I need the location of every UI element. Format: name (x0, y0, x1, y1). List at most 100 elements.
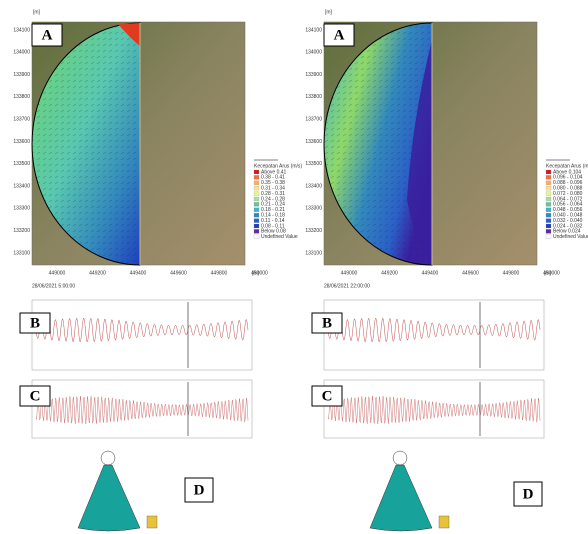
legend-label: Below 0.08 (261, 229, 286, 235)
legend-swatch (253, 191, 260, 196)
y-tick-label: 133700 (305, 117, 322, 123)
legend-label: 0.11 - 0.14 (261, 218, 285, 224)
x-tick-label: 449600 (170, 270, 187, 276)
legend-swatch (545, 169, 552, 175)
y-tick-label: 133800 (13, 94, 30, 100)
panel-label: D (194, 482, 205, 498)
legend-label: 0.21 - 0.24 (261, 202, 285, 208)
legend-swatch (253, 218, 260, 223)
x-tick-label: 449600 (462, 270, 479, 276)
legend-swatch (253, 234, 260, 239)
y-unit: [m] (33, 9, 41, 15)
legend-label: 0.056 - 0.064 (553, 202, 583, 208)
x-tick-label: 450000 (251, 270, 268, 276)
x-tick-label: 449000 (341, 270, 358, 276)
y-tick-label: 133400 (305, 183, 322, 189)
legend-label: 0.072 - 0.080 (553, 191, 583, 197)
label-box (323, 23, 355, 47)
legend-swatch (545, 213, 552, 218)
legend-swatch (545, 202, 552, 207)
x-unit: [m] (544, 270, 552, 276)
y-tick-label: 133400 (13, 183, 30, 189)
legend-swatch (545, 207, 552, 212)
panel-label: A (334, 27, 345, 43)
series-frame (323, 379, 545, 439)
y-tick-label: 133700 (13, 117, 30, 123)
legend-label: 0.064 - 0.072 (553, 196, 583, 202)
legend-label: 0.048 - 0.056 (553, 207, 583, 213)
legend-title: Kecepatan Arus (m/s) (546, 163, 588, 169)
label-box (513, 481, 543, 507)
y-unit: [m] (325, 9, 333, 15)
x-tick-label: 449400 (422, 270, 439, 276)
legend-label: 0.24 - 0.28 (261, 196, 285, 202)
label-box (19, 385, 51, 407)
legend-label: 0.35 - 0.38 (261, 180, 285, 186)
y-tick-label: 133500 (305, 161, 322, 167)
legend-label: 0.31 - 0.34 (261, 186, 285, 192)
y-tick-label: 133900 (13, 72, 30, 78)
rose-sector (369, 464, 433, 532)
label-box (184, 477, 214, 503)
y-tick-label: 134000 (305, 50, 322, 56)
x-tick-label: 449200 (89, 270, 106, 276)
legend-label: 0.08 - 0.11 (261, 223, 285, 229)
y-tick-label: 133200 (13, 228, 30, 234)
current-speed (327, 395, 541, 425)
x-tick-label: 449000 (49, 270, 66, 276)
rose-sector (77, 464, 141, 532)
x-tick-label: 449800 (503, 270, 520, 276)
y-tick-label: 133200 (305, 228, 322, 234)
series-frame (31, 299, 253, 371)
legend-label: 0.18 - 0.21 (261, 207, 285, 213)
legend-label: Above 0.41 (261, 169, 287, 175)
legend-swatch (253, 213, 260, 218)
rose-hub (100, 450, 116, 466)
rose-hub (392, 450, 408, 466)
flow-arrows (324, 23, 432, 265)
y-tick-label: 133300 (305, 206, 322, 212)
panel-label: C (322, 388, 333, 404)
panel-label: D (523, 486, 534, 502)
series-frame (31, 379, 253, 439)
legend-swatch (253, 175, 260, 180)
legend-label: Undefined Value (261, 234, 298, 240)
x-unit: [m] (252, 270, 260, 276)
legend-label: 0.28 - 0.31 (261, 191, 285, 197)
legend-label: 0.088 - 0.096 (553, 180, 583, 186)
legend-label: Undefined Value (553, 234, 588, 240)
legend-label: Above 0.104 (553, 169, 581, 175)
low-band (407, 40, 432, 262)
y-tick-label: 134000 (13, 50, 30, 56)
water-level (327, 317, 541, 343)
y-tick-label: 133600 (13, 139, 30, 145)
legend-label: 0.080 - 0.088 (553, 186, 583, 192)
legend-swatch (545, 180, 552, 185)
label-box (19, 312, 51, 334)
timestamp: 28/06/2021 22:00:00 (324, 283, 370, 289)
water-level (35, 317, 249, 343)
legend-title: Kecepatan Arus (m/s) (254, 163, 302, 169)
current-speed (35, 395, 249, 425)
timestamp: 28/06/2021 5:00:00 (32, 283, 75, 289)
x-tick-label: 450000 (543, 270, 560, 276)
legend-label: 0.38 - 0.41 (261, 175, 285, 181)
label-box (31, 23, 63, 47)
y-tick-label: 133500 (13, 161, 30, 167)
x-tick-label: 449800 (211, 270, 228, 276)
legend-swatch (545, 175, 552, 180)
y-tick-label: 133100 (305, 250, 322, 256)
panel-label: A (42, 27, 53, 43)
legend-swatch (253, 169, 260, 175)
y-tick-label: 133100 (13, 250, 30, 256)
y-tick-label: 133300 (13, 206, 30, 212)
legend-label: 0.040 - 0.048 (553, 213, 583, 219)
legend-label: 0.14 - 0.18 (261, 213, 285, 219)
panel-label: B (30, 315, 40, 331)
legend-swatch (545, 186, 552, 191)
flow-arrows (32, 23, 140, 265)
panel-label: C (30, 388, 41, 404)
hot-spot (118, 23, 140, 46)
x-tick-label: 449200 (381, 270, 398, 276)
